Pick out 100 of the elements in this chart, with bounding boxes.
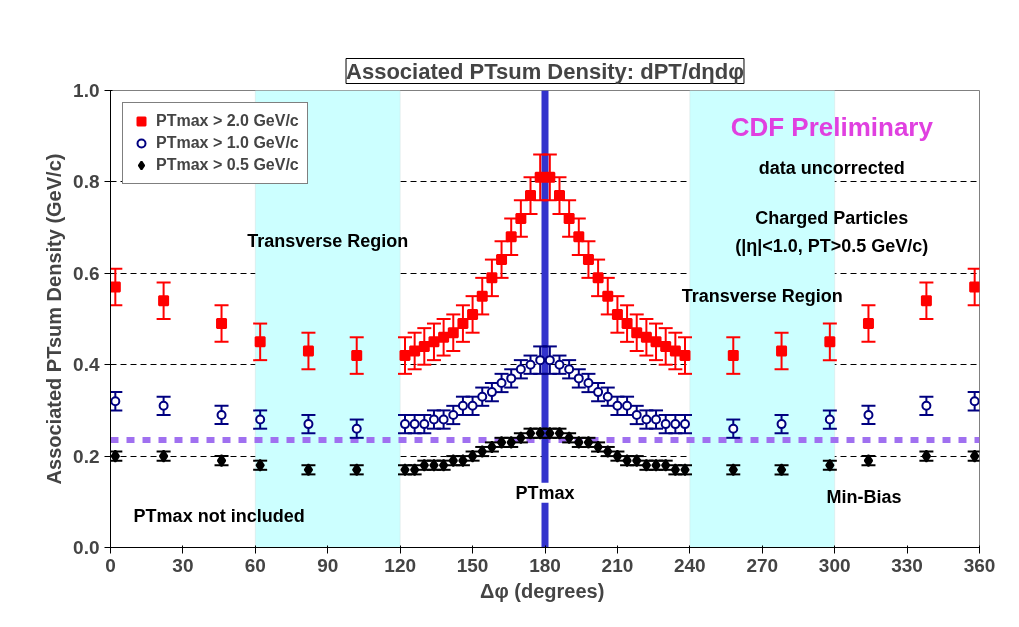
point <box>254 336 266 348</box>
point <box>593 440 603 454</box>
point <box>563 212 575 224</box>
point <box>110 396 121 407</box>
point <box>428 414 439 425</box>
point <box>621 318 633 330</box>
point <box>670 419 681 430</box>
point <box>727 350 739 362</box>
point <box>477 391 488 402</box>
point <box>418 340 430 352</box>
annotation: data uncorrected <box>758 158 905 179</box>
annotation: PTmax not included <box>133 505 305 526</box>
point <box>216 409 227 420</box>
point <box>651 414 662 425</box>
point <box>158 400 169 411</box>
point <box>505 231 517 243</box>
point <box>448 409 459 420</box>
point <box>496 377 507 388</box>
x-axis-title: Δφ (degrees) <box>480 579 605 602</box>
point <box>651 458 661 472</box>
annotation: Transverse Region <box>247 231 409 252</box>
point <box>216 318 228 330</box>
point <box>660 340 672 352</box>
x-tick-label: 180 <box>529 554 561 576</box>
point <box>728 463 738 477</box>
x-tick-label: 0 <box>105 554 116 576</box>
point <box>544 171 556 183</box>
point <box>920 295 932 307</box>
point <box>110 281 121 293</box>
point <box>486 387 497 398</box>
point <box>776 345 788 357</box>
point <box>640 331 652 343</box>
point <box>255 458 265 472</box>
point <box>631 327 643 339</box>
y-axis-title: Associated PTsum Density (GeV/c) <box>43 153 66 485</box>
point <box>255 414 266 425</box>
point <box>506 435 516 449</box>
point <box>487 440 497 454</box>
x-tick-label: 300 <box>818 554 851 576</box>
y-tick-label: 0.8 <box>73 171 100 193</box>
point <box>602 391 613 402</box>
point <box>660 419 671 430</box>
point <box>970 449 980 463</box>
point <box>602 290 614 302</box>
point <box>477 445 487 459</box>
point <box>612 400 623 411</box>
point <box>438 414 449 425</box>
point <box>352 463 362 477</box>
x-tick-label: 360 <box>963 554 996 576</box>
point <box>622 400 633 411</box>
point <box>632 454 642 468</box>
point <box>535 355 546 366</box>
x-tick-label: 60 <box>244 554 266 576</box>
y-tick-label: 1.0 <box>73 80 100 101</box>
point <box>650 336 662 348</box>
point <box>680 419 691 430</box>
point <box>457 318 469 330</box>
y-tick-label: 0.6 <box>73 262 100 284</box>
point <box>564 364 575 375</box>
point <box>399 350 411 362</box>
point <box>525 190 537 202</box>
point <box>921 400 932 411</box>
point <box>825 458 835 472</box>
point <box>545 426 555 440</box>
point <box>303 419 314 430</box>
point <box>573 373 584 384</box>
x-tick-label: 90 <box>317 554 339 576</box>
point <box>428 336 440 348</box>
point <box>486 272 498 284</box>
point <box>631 409 642 420</box>
point <box>564 431 574 445</box>
point <box>544 355 555 366</box>
x-tick-label: 30 <box>172 554 194 576</box>
point <box>679 350 691 362</box>
point <box>506 373 517 384</box>
legend-label: PTmax > 1.0 GeV/c <box>156 134 299 152</box>
point <box>458 454 468 468</box>
point <box>680 463 690 477</box>
point <box>429 458 439 472</box>
point <box>592 272 604 284</box>
point <box>419 419 430 430</box>
point <box>776 419 787 430</box>
point <box>582 254 594 266</box>
point <box>669 345 681 357</box>
y-tick-label: 0.2 <box>73 445 100 467</box>
point <box>447 327 459 339</box>
point <box>419 458 429 472</box>
point <box>351 423 362 434</box>
annotation: CDF Preliminary <box>730 112 934 143</box>
point <box>409 345 421 357</box>
x-tick-label: 150 <box>456 554 489 576</box>
point <box>641 414 652 425</box>
point <box>448 454 458 468</box>
point <box>467 308 479 320</box>
point <box>862 318 874 330</box>
point <box>553 190 565 202</box>
x-tick-label: 210 <box>601 554 634 576</box>
point <box>516 431 526 445</box>
point <box>611 308 623 320</box>
point <box>409 419 420 430</box>
